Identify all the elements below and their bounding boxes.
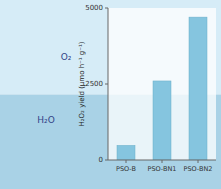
annotation: H₂O xyxy=(37,115,54,125)
x-tick-label: PSO-BN2 xyxy=(184,165,213,173)
y-tick-label: 5000 xyxy=(85,4,103,12)
y-tick xyxy=(105,84,108,85)
bars xyxy=(117,17,207,160)
y-tick xyxy=(105,160,108,161)
bar xyxy=(153,81,171,160)
bar xyxy=(189,17,207,160)
x-tick xyxy=(126,160,127,163)
chart-container: O₂ H₂O 0 2500 5000 PSO-B PSO-BN1 PSO-BN2 H₂O₂ yi… xyxy=(0,0,221,189)
x-tick xyxy=(162,160,163,163)
y-tick xyxy=(105,8,108,9)
x-tick-label: PSO-BN1 xyxy=(148,165,177,173)
plot-background xyxy=(108,8,216,160)
y-tick-label: 2500 xyxy=(85,80,103,88)
x-tick xyxy=(198,160,199,163)
y-tick-label: 0 xyxy=(99,156,103,164)
bar xyxy=(117,145,135,160)
x-tick-label: PSO-B xyxy=(116,165,136,173)
annotation: O₂ xyxy=(61,52,72,62)
y-axis-label: H₂O₂ yield (μmo h⁻¹ g⁻¹) xyxy=(78,41,86,126)
chart-svg: O₂ H₂O 0 2500 5000 PSO-B PSO-BN1 PSO-BN2 H₂O₂ yi… xyxy=(0,0,221,189)
